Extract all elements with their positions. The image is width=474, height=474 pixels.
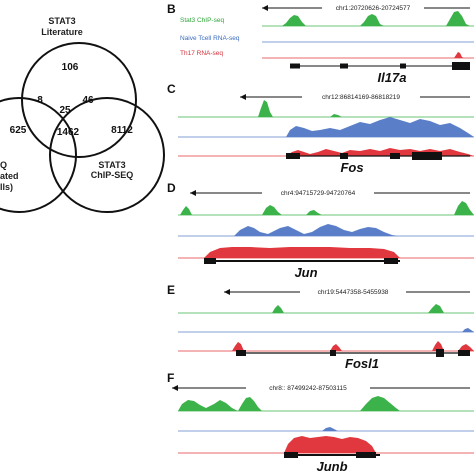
venn-label-chipseq-2: ChIP-SEQ — [91, 170, 134, 180]
venn-count-left-literature: 8 — [37, 95, 43, 106]
venn-count-chipseq-only: 8112 — [111, 125, 133, 136]
legend-th17: Th17 RNA-seq — [180, 50, 223, 57]
venn-circle-literature — [21, 42, 137, 158]
track-naive-c — [286, 117, 474, 137]
panel-f: F chr8:: 87499242-87503115 Junb — [167, 371, 474, 474]
arrowhead-b — [262, 5, 268, 11]
gene-label-c: Fos — [340, 160, 363, 175]
arrowhead-c — [240, 94, 246, 100]
coord-text-d: chr4:94715729-94720764 — [281, 190, 356, 197]
track-chip-b — [282, 11, 470, 26]
venn-count-left-chipseq: 1462 — [57, 127, 80, 138]
gene-label-d: Jun — [294, 265, 317, 280]
track-th17-f — [284, 436, 376, 453]
venn-label-chipseq-1: STAT3 — [98, 160, 125, 170]
panel-label-f: F — [167, 371, 174, 385]
panel-label-d: D — [167, 181, 176, 195]
venn-label-literature-2: Literature — [41, 27, 83, 37]
arrowhead-e — [224, 289, 230, 295]
legend-chip: Stat3 ChIP-seq — [180, 17, 224, 24]
venn-count-literature-only: 106 — [62, 62, 79, 73]
track-th17-d — [204, 247, 400, 258]
coord-text-e: chr19:5447358-5455938 — [318, 289, 389, 296]
venn-diagram: STAT3 Literature 106 8 25 46 625 1462 81… — [0, 16, 165, 213]
venn-circle-chipseq — [49, 97, 165, 213]
arrowhead-f — [172, 385, 178, 391]
track-th17-c — [286, 148, 474, 156]
coord-text-f: chr8:: 87499242-87503115 — [269, 385, 347, 392]
panel-label-e: E — [167, 283, 175, 297]
track-naive-e — [462, 328, 474, 332]
legend-naive: Naive Tcell RNA-seq — [180, 35, 240, 42]
track-naive-d — [234, 224, 398, 236]
gene-label-f: Junb — [316, 459, 347, 474]
panel-e: E chr19:5447358-5455938 Fosl1 — [167, 283, 474, 371]
panel-label-c: C — [167, 82, 176, 96]
venn-label-left-1: Q — [0, 160, 7, 170]
venn-count-center: 25 — [59, 105, 71, 116]
panel-c: C chr12:86814169-86818219 Fos — [167, 82, 474, 175]
venn-label-literature-1: STAT3 — [48, 16, 75, 26]
track-chip-d — [180, 201, 474, 215]
track-chip-f — [178, 396, 400, 411]
panel-d: D chr4:94715729-94720764 Jun — [167, 181, 474, 280]
venn-label-left-2: ated — [0, 171, 19, 181]
gene-label-b: Il17a — [378, 70, 407, 85]
track-chip-c — [258, 100, 342, 117]
venn-count-left-only: 625 — [10, 125, 27, 136]
panel-b: B chr1:20720626-20724577 Stat3 ChIP-seq … — [167, 2, 474, 85]
venn-label-left-3: lls) — [0, 182, 13, 192]
panel-label-b: B — [167, 2, 176, 16]
coord-text-b: chr1:20720626-20724577 — [336, 5, 411, 12]
gene-label-e: Fosl1 — [345, 356, 379, 371]
track-th17-b — [454, 52, 464, 58]
venn-circle-left — [0, 97, 77, 213]
track-naive-f — [322, 427, 338, 431]
coord-text-c: chr12:86814169-86818219 — [322, 94, 400, 101]
arrowhead-d — [190, 190, 196, 196]
venn-count-literature-chipseq: 46 — [82, 95, 94, 106]
track-chip-e — [272, 304, 444, 313]
